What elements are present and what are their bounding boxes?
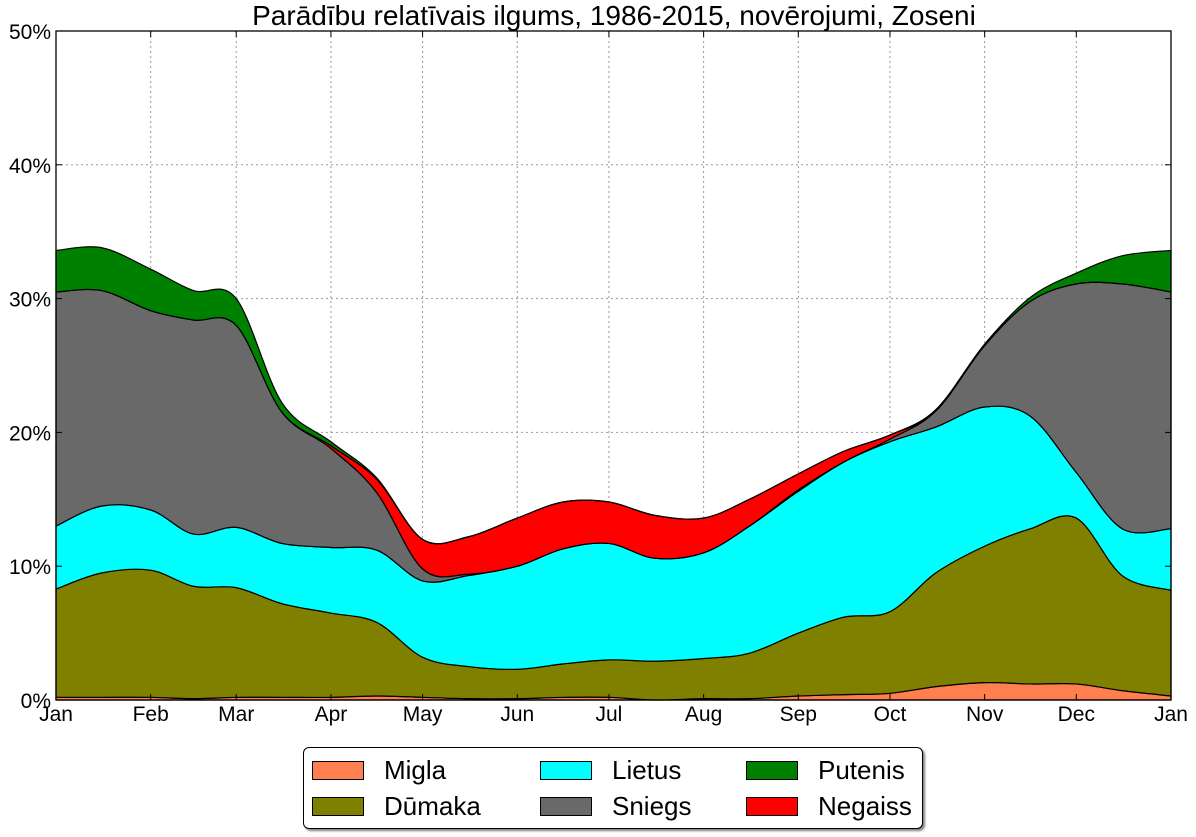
legend: Migla Lietus Putenis Dūmaka Sniegs Negaiss (303, 747, 923, 829)
legend-swatch (746, 760, 798, 780)
x-tick-label: Dec (1058, 703, 1095, 726)
legend-item: Sniegs (540, 788, 746, 824)
x-tick-label: Jan (39, 703, 73, 726)
x-tick-label: Aug (685, 703, 722, 726)
legend-label: Lietus (612, 754, 682, 785)
legend-label: Negaiss (818, 790, 912, 821)
legend-swatch (746, 796, 798, 816)
legend-label: Dūmaka (384, 790, 481, 821)
legend-label: Migla (384, 754, 447, 785)
x-tick-label: Sep (780, 703, 817, 726)
x-tick-label: Nov (966, 703, 1004, 726)
legend-item: Migla (312, 752, 540, 788)
x-tick-label: Feb (133, 703, 169, 726)
y-tick-label: 50% (9, 21, 51, 44)
legend-item: Lietus (540, 752, 746, 788)
y-tick-label: 30% (9, 289, 51, 312)
ticks: Jan Feb Mar Apr May Jun Jul Aug Sep Oct Nov Dec Jan0… (9, 21, 1188, 726)
x-tick-label: Oct (874, 703, 907, 726)
legend-swatch (540, 796, 592, 816)
legend-label: Sniegs (612, 790, 692, 821)
stacked-areas (55, 246, 1172, 701)
y-tick-label: 40% (9, 155, 51, 178)
x-tick-label: Mar (218, 703, 254, 726)
legend-label: Putenis (818, 754, 905, 785)
chart-title: Parādību relatīvais ilgums, 1986-2015, n… (252, 0, 976, 31)
y-tick-label: 10% (9, 556, 51, 579)
legend-swatch (312, 760, 364, 780)
y-tick-label: 20% (9, 422, 51, 445)
legend-swatch (540, 760, 592, 780)
chart: Jan Feb Mar Apr May Jun Jul Aug Sep Oct Nov Dec Jan0… (9, 0, 1188, 726)
x-tick-label: Apr (315, 703, 348, 726)
legend-swatch (312, 796, 364, 816)
x-tick-label: Jan (1154, 703, 1188, 726)
x-tick-label: May (403, 703, 443, 726)
y-tick-label: 0% (21, 690, 51, 713)
plot-frame (55, 30, 1172, 701)
x-tick-label: Jul (595, 703, 622, 726)
legend-item: Negaiss (746, 788, 926, 824)
x-tick-label: Jun (500, 703, 534, 726)
legend-item: Putenis (746, 752, 926, 788)
legend-item: Dūmaka (312, 788, 540, 824)
